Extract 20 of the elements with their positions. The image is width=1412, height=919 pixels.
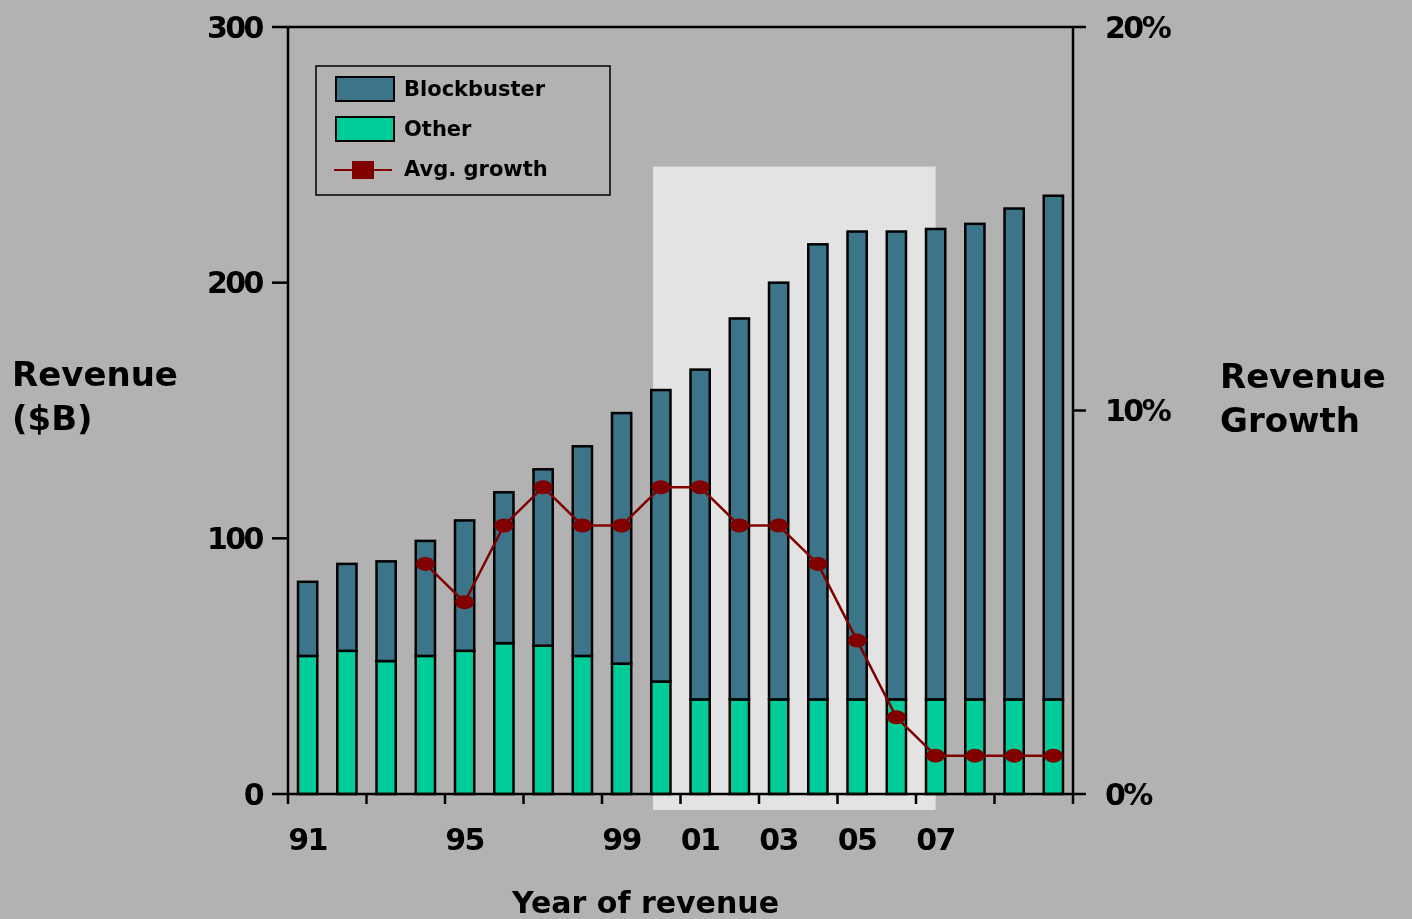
x-tick-label: 91 bbox=[288, 821, 327, 857]
legend-label: Avg. growth bbox=[404, 157, 548, 181]
y-axis-title: Revenue ($B) bbox=[12, 353, 178, 439]
x-tick-label: 07 bbox=[916, 821, 955, 857]
y-tick-label: 0 bbox=[243, 776, 264, 812]
x-axis-title: Year of revenue bbox=[510, 884, 780, 919]
x-tick-label: 03 bbox=[759, 821, 798, 857]
legend-label: Other bbox=[404, 117, 473, 141]
x-tick-label: 05 bbox=[837, 821, 877, 857]
y2-tick-label: 20% bbox=[1105, 9, 1172, 45]
y-tick-label: 200 bbox=[206, 265, 264, 301]
y2-tick-label: 10% bbox=[1105, 393, 1172, 428]
x-tick-label: 99 bbox=[602, 821, 641, 857]
y2-tick-label: 0% bbox=[1105, 776, 1154, 812]
y-tick-label: 300 bbox=[206, 9, 264, 45]
y-tick-label: 100 bbox=[206, 520, 264, 556]
x-tick-label: 01 bbox=[680, 821, 720, 857]
x-tick-label: 95 bbox=[445, 821, 484, 857]
y2-axis-title: Revenue Growth bbox=[1220, 355, 1386, 441]
legend-label: Blockbuster bbox=[404, 77, 546, 101]
